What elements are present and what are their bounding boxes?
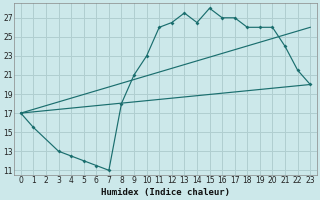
X-axis label: Humidex (Indice chaleur): Humidex (Indice chaleur) xyxy=(101,188,230,197)
